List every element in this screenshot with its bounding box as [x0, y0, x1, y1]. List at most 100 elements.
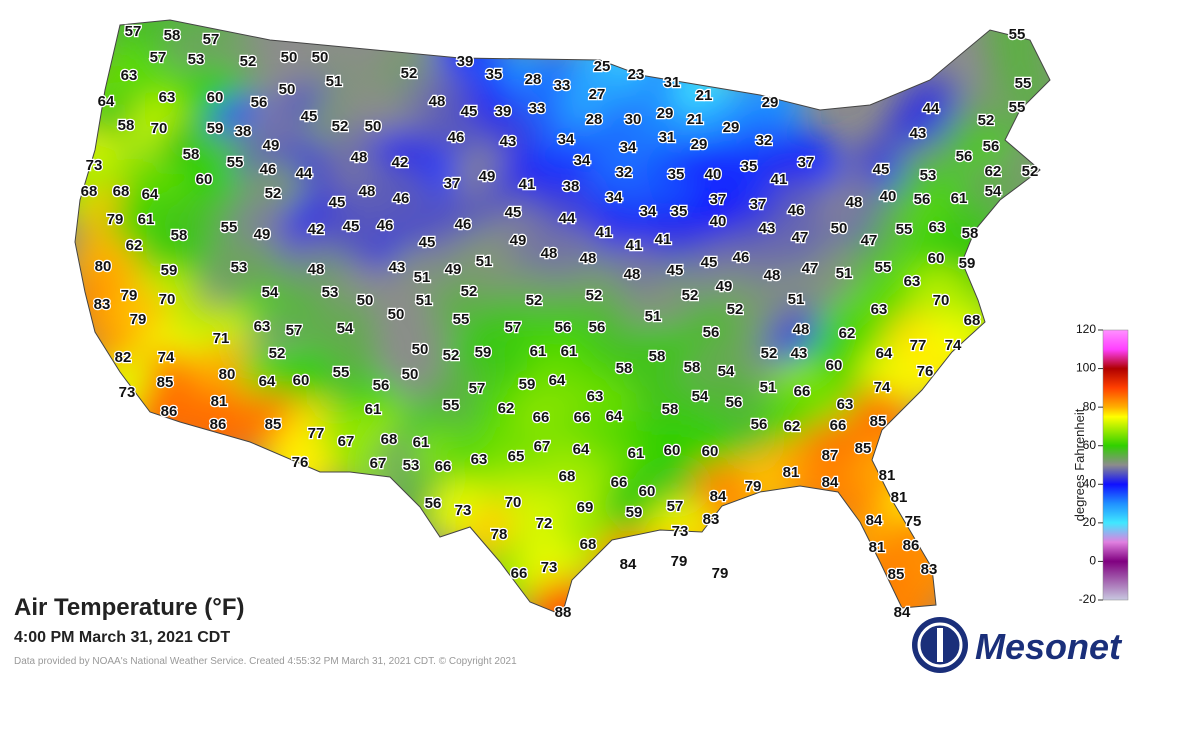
station-temp: 59 — [161, 262, 178, 279]
station-temp: 74 — [158, 349, 175, 366]
station-temp: 50 — [357, 292, 374, 309]
station-temp: 66 — [611, 474, 628, 491]
station-temp: 41 — [519, 176, 536, 193]
station-temp: 47 — [861, 232, 878, 249]
station-temp: 58 — [962, 225, 979, 242]
station-temp: 60 — [639, 483, 656, 500]
station-temp: 57 — [505, 319, 522, 336]
station-temp: 84 — [894, 604, 911, 621]
station-temp: 37 — [798, 154, 815, 171]
legend-tick-label: 40 — [1083, 476, 1097, 490]
station-temp: 61 — [413, 434, 430, 451]
station-temp: 50 — [281, 49, 298, 66]
station-temp: 34 — [620, 139, 637, 156]
station-temp: 86 — [161, 403, 178, 420]
station-temp: 85 — [157, 374, 174, 391]
station-temp: 38 — [235, 123, 252, 140]
station-temp: 48 — [429, 93, 446, 110]
station-temp: 34 — [606, 189, 623, 206]
station-temp: 47 — [792, 229, 809, 246]
station-temp: 45 — [873, 161, 890, 178]
station-temp: 45 — [461, 103, 478, 120]
station-temp: 50 — [279, 81, 296, 98]
station-temp: 44 — [559, 210, 576, 227]
legend-tick-label: 80 — [1083, 399, 1097, 413]
station-temp: 52 — [269, 345, 286, 362]
station-temp: 48 — [351, 149, 368, 166]
station-temp: 56 — [726, 394, 743, 411]
legend-tick-label: 0 — [1089, 554, 1096, 568]
station-temp: 79 — [130, 311, 147, 328]
station-temp: 56 — [703, 324, 720, 341]
station-labels: 57 58 57 55 57 53 52 50 50 39 25 23 55 63 51 52 35 28 33 31… — [79, 22, 1039, 623]
station-temp: 58 — [171, 227, 188, 244]
station-temp: 46 — [448, 129, 465, 146]
station-temp: 68 — [964, 312, 981, 329]
station-temp: 53 — [188, 51, 205, 68]
station-temp: 55 — [1009, 99, 1026, 116]
station-temp: 54 — [262, 284, 279, 301]
station-temp: 50 — [402, 366, 419, 383]
station-temp: 57 — [125, 23, 142, 40]
station-temp: 46 — [733, 249, 750, 266]
station-temp: 50 — [365, 118, 382, 135]
station-temp: 85 — [265, 416, 282, 433]
station-temp: 51 — [414, 269, 431, 286]
station-temp: 51 — [836, 265, 853, 282]
legend-label: degrees Fahrenheit — [1072, 408, 1087, 521]
station-temp: 70 — [505, 494, 522, 511]
station-temp: 58 — [616, 360, 633, 377]
station-temp: 62 — [839, 325, 856, 342]
station-temp: 57 — [469, 380, 486, 397]
station-temp: 48 — [359, 183, 376, 200]
station-temp: 68 — [113, 183, 130, 200]
station-temp: 34 — [558, 131, 575, 148]
station-temp: 63 — [871, 301, 888, 318]
station-temp: 21 — [696, 87, 713, 104]
station-temp: 74 — [874, 379, 891, 396]
station-temp: 84 — [822, 474, 839, 491]
station-temp: 55 — [443, 397, 460, 414]
station-temp: 76 — [917, 363, 934, 380]
station-temp: 86 — [210, 416, 227, 433]
station-temp: 32 — [616, 164, 633, 181]
station-temp: 61 — [951, 190, 968, 207]
station-temp: 83 — [94, 296, 111, 313]
station-temp: 35 — [486, 66, 503, 83]
station-temp: 46 — [393, 190, 410, 207]
station-temp: 79 — [745, 478, 762, 495]
station-temp: 35 — [741, 158, 758, 175]
station-temp: 49 — [445, 261, 462, 278]
station-temp: 52 — [332, 118, 349, 135]
station-temp: 73 — [86, 157, 103, 174]
station-temp: 52 — [682, 287, 699, 304]
station-temp: 45 — [329, 194, 346, 211]
station-temp: 50 — [831, 220, 848, 237]
station-temp: 52 — [978, 112, 995, 129]
station-temp: 45 — [419, 234, 436, 251]
station-temp: 46 — [260, 161, 277, 178]
station-temp: 56 — [589, 319, 606, 336]
station-temp: 56 — [914, 191, 931, 208]
station-temp: 57 — [286, 322, 303, 339]
station-temp: 66 — [574, 409, 591, 426]
station-temp: 66 — [830, 417, 847, 434]
station-temp: 51 — [476, 253, 493, 270]
station-temp: 49 — [254, 226, 271, 243]
station-temp: 51 — [788, 291, 805, 308]
station-temp: 63 — [254, 318, 271, 335]
station-temp: 43 — [791, 345, 808, 362]
station-temp: 81 — [869, 539, 886, 556]
station-temp: 60 — [293, 372, 310, 389]
station-temp: 43 — [500, 133, 517, 150]
station-temp: 54 — [337, 320, 354, 337]
logo: Mesonet — [912, 617, 1123, 673]
station-temp: 46 — [788, 202, 805, 219]
station-temp: 58 — [164, 27, 181, 44]
station-temp: 56 — [751, 416, 768, 433]
station-temp: 53 — [920, 167, 937, 184]
station-temp: 55 — [453, 311, 470, 328]
station-temp: 31 — [659, 129, 676, 146]
station-temp: 61 — [530, 343, 547, 360]
station-temp: 88 — [555, 604, 572, 621]
